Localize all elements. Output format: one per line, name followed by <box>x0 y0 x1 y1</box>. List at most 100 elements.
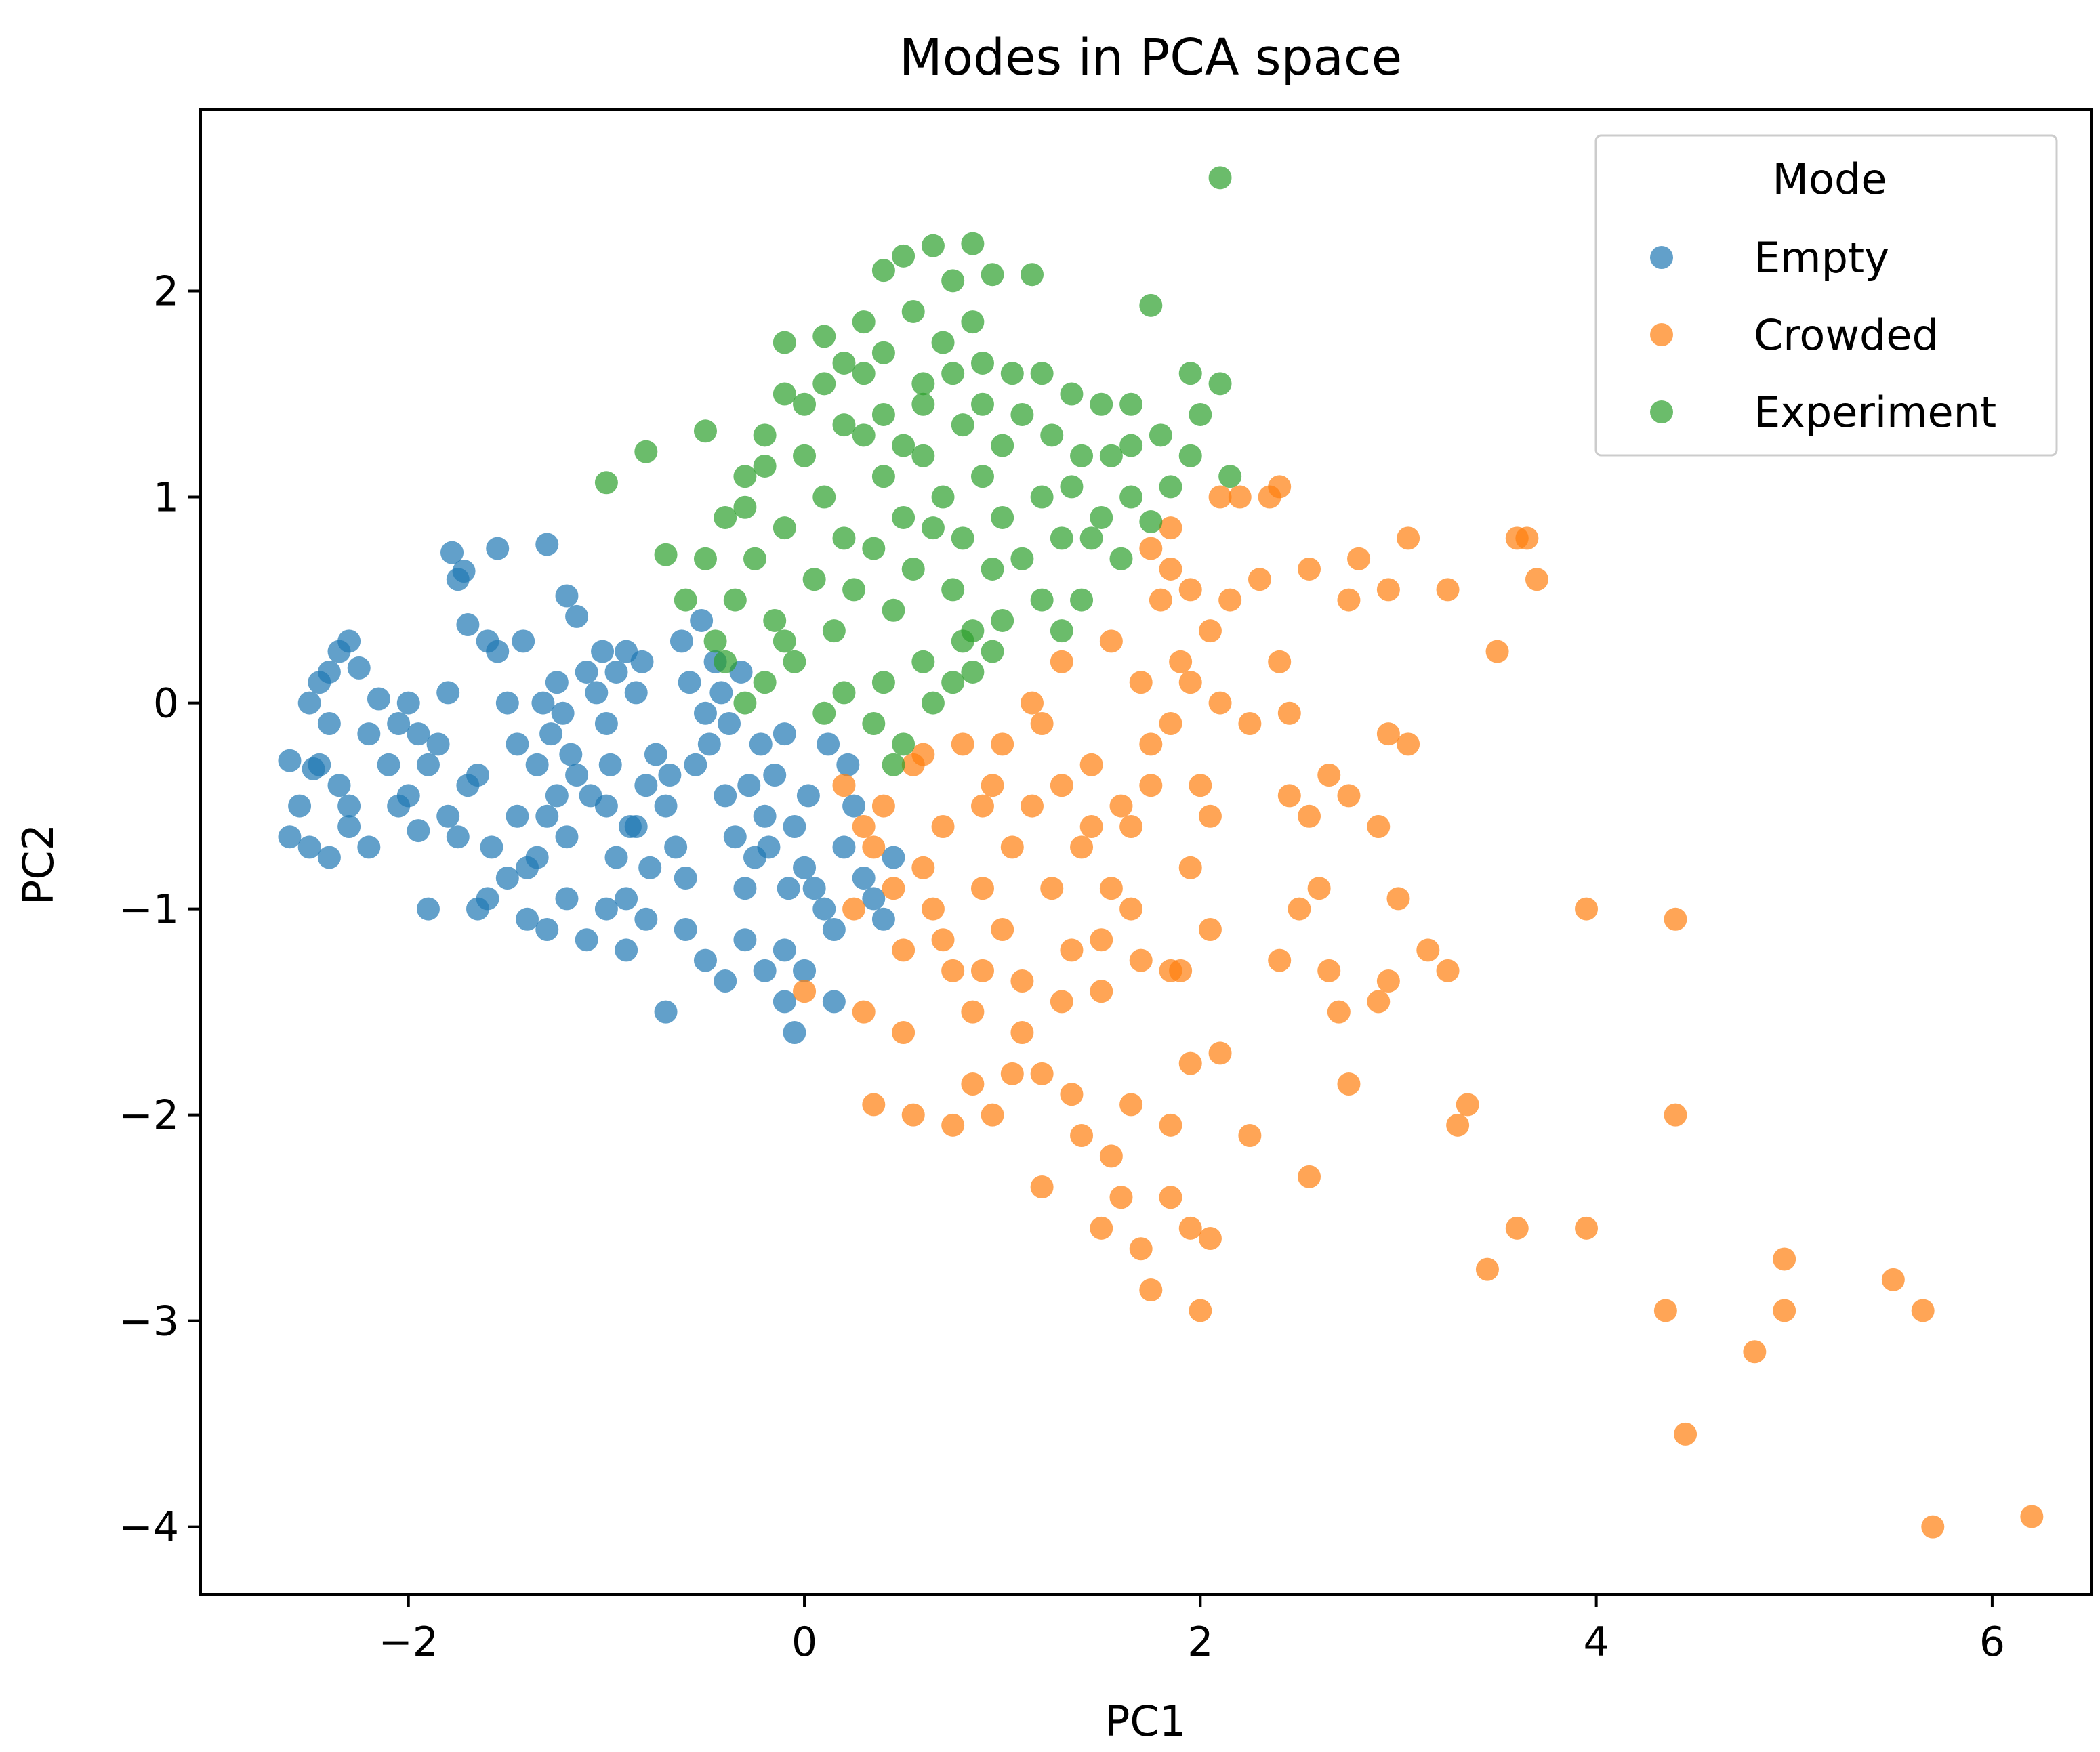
data-point <box>1189 1299 1212 1322</box>
data-point <box>1139 1278 1163 1302</box>
data-point <box>737 774 761 797</box>
data-point <box>793 959 817 982</box>
data-point <box>1099 629 1123 653</box>
data-point <box>901 557 925 581</box>
data-point <box>535 533 559 556</box>
data-point <box>1664 1103 1687 1127</box>
data-point <box>1298 804 1321 828</box>
data-point <box>862 887 886 911</box>
data-point <box>486 640 510 663</box>
data-point <box>1030 362 1054 385</box>
data-point <box>347 656 371 680</box>
data-point <box>1337 784 1361 808</box>
data-point <box>684 753 707 776</box>
data-point <box>559 743 583 766</box>
data-point <box>871 671 895 694</box>
data-point <box>777 877 800 900</box>
data-point <box>832 835 856 859</box>
data-point <box>495 691 519 715</box>
data-point <box>733 928 757 952</box>
data-point <box>456 613 480 637</box>
data-point <box>714 650 737 673</box>
data-point <box>594 897 618 921</box>
y-axis: −4 −3 −2 −1 0 1 2 <box>119 268 201 1551</box>
data-point <box>1881 1268 1905 1291</box>
data-point <box>882 753 905 776</box>
data-point <box>822 918 846 942</box>
data-point <box>535 918 559 942</box>
data-point <box>674 588 697 612</box>
data-point <box>1139 537 1163 560</box>
data-point <box>981 774 1004 797</box>
data-point <box>941 269 965 293</box>
data-point <box>1208 1041 1232 1065</box>
data-point <box>1090 928 1113 952</box>
data-point <box>1773 1299 1796 1322</box>
data-point <box>327 774 351 797</box>
data-point <box>539 722 563 746</box>
data-point <box>1475 1257 1499 1281</box>
data-point <box>1178 856 1202 879</box>
data-point <box>1169 650 1193 673</box>
data-point <box>981 263 1004 287</box>
data-point <box>753 423 777 447</box>
data-point <box>697 732 721 756</box>
data-point <box>1743 1340 1767 1364</box>
data-point <box>535 804 559 828</box>
data-point <box>598 753 622 776</box>
data-point <box>822 619 846 643</box>
data-point <box>871 341 895 364</box>
data-point <box>1485 640 1509 663</box>
legend-label: Experiment <box>1754 388 1996 437</box>
data-point <box>1208 691 1232 715</box>
data-point <box>773 938 796 962</box>
data-point <box>1298 1165 1321 1188</box>
data-point <box>1109 1186 1133 1209</box>
data-point <box>842 794 866 818</box>
data-point <box>1099 1144 1123 1168</box>
data-point <box>1000 362 1024 385</box>
data-point <box>852 814 876 838</box>
data-point <box>1119 897 1143 921</box>
data-point <box>871 907 895 931</box>
data-point <box>951 413 974 437</box>
data-point <box>981 640 1004 663</box>
data-point <box>862 711 886 735</box>
data-point <box>703 629 727 653</box>
legend-label: Crowded <box>1754 310 1939 360</box>
data-point <box>1030 1062 1054 1085</box>
data-point <box>1099 877 1123 900</box>
data-point <box>1030 711 1054 735</box>
series-crowded <box>793 475 2044 1539</box>
data-point <box>1070 1124 1094 1148</box>
data-point <box>1376 722 1400 746</box>
data-point <box>630 650 654 673</box>
data-point <box>921 897 945 921</box>
data-point <box>618 814 642 838</box>
data-point <box>1050 774 1073 797</box>
data-point <box>832 351 856 375</box>
data-point <box>545 784 569 808</box>
data-point <box>1367 990 1391 1014</box>
data-point <box>1198 918 1222 942</box>
data-point <box>832 413 856 437</box>
data-point <box>1436 959 1460 982</box>
data-point <box>921 691 945 715</box>
data-point <box>604 846 628 869</box>
data-point <box>832 774 856 797</box>
data-point <box>1119 392 1143 416</box>
data-point <box>1109 794 1133 818</box>
data-point <box>1040 877 1064 900</box>
data-point <box>1653 1299 1677 1322</box>
data-point <box>871 794 895 818</box>
data-point <box>440 541 464 564</box>
data-point <box>1050 650 1073 673</box>
data-point <box>693 419 717 443</box>
data-point <box>743 547 767 570</box>
data-point <box>1198 1227 1222 1251</box>
data-point <box>674 867 697 890</box>
data-point <box>594 471 618 495</box>
data-point <box>1386 887 1410 911</box>
series-experiment <box>594 166 1242 776</box>
